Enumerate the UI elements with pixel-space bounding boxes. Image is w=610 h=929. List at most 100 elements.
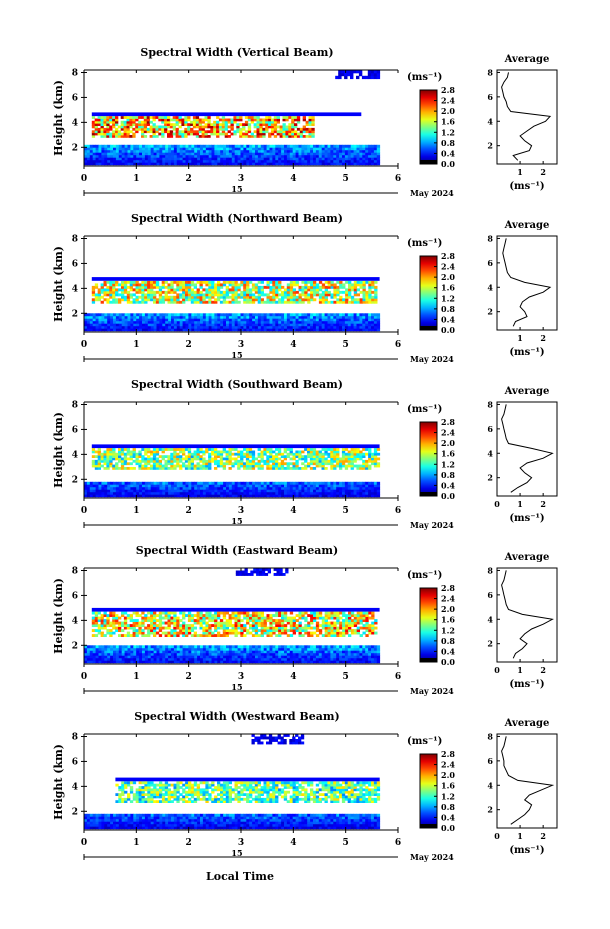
heatmap-cell — [165, 162, 169, 166]
average-profile-line — [501, 404, 554, 493]
heatmap-cell — [359, 162, 363, 166]
heatmap-cell — [86, 328, 91, 332]
heatmap-cell — [159, 481, 163, 485]
heatmap-cell — [266, 455, 270, 458]
heatmap-cell — [283, 295, 288, 299]
heatmap-cell — [339, 489, 343, 493]
heatmap-cell — [281, 285, 285, 289]
heatmap-cell — [254, 285, 259, 289]
heatmap-cell — [142, 320, 146, 324]
heatmap-cell — [278, 494, 282, 498]
heatmap-cell — [257, 315, 262, 319]
heatmap-cell — [126, 452, 130, 456]
heatmap-cell — [371, 481, 375, 485]
heatmap-cell — [217, 481, 221, 485]
heatmap-cell — [294, 130, 298, 134]
heatmap-cell — [324, 288, 328, 292]
heatmap-cell — [269, 455, 273, 458]
heatmap-cell — [330, 323, 334, 327]
heatmap-cell — [126, 626, 131, 630]
heatmap-cell — [281, 328, 285, 332]
heatmap-cell — [188, 486, 192, 490]
heatmap-cell — [333, 448, 337, 451]
heatmap-cell — [208, 288, 212, 292]
heatmap-cell — [301, 491, 305, 495]
heatmap-cell — [266, 313, 270, 317]
heatmap-cell — [299, 135, 304, 138]
heatmap-cell — [286, 295, 291, 299]
heatmap-cell — [330, 494, 334, 498]
heatmap-cell — [240, 313, 244, 317]
heatmap-cell — [234, 624, 238, 627]
heatmap-cell — [304, 285, 308, 289]
heatmap-cell — [275, 467, 279, 470]
heatmap-cell — [112, 624, 116, 627]
heatmap-cell — [313, 328, 317, 332]
heatmap-cell — [315, 481, 320, 485]
heatmap-cell — [269, 634, 273, 637]
heatmap-cell — [298, 147, 302, 151]
heatmap-cell — [182, 448, 186, 451]
heatmap-cell — [284, 320, 288, 324]
heatmap-cell — [359, 619, 363, 622]
heatmap-cell — [310, 619, 314, 622]
heatmap-cell — [91, 459, 96, 463]
heatmap-cell — [269, 313, 273, 317]
heatmap-cell — [84, 152, 88, 156]
heatmap-cell — [315, 290, 320, 294]
heatmap-cell — [196, 462, 200, 466]
heatmap-cell — [237, 611, 241, 615]
heatmap-cell — [333, 450, 337, 454]
heatmap-cell — [147, 489, 152, 493]
heatmap-cell — [162, 162, 166, 166]
heatmap-cell — [365, 484, 369, 488]
heatmap-cell — [298, 494, 302, 498]
heatmap-cell — [155, 457, 160, 461]
heatmap-cell — [159, 491, 163, 495]
heatmap-cell — [242, 123, 246, 126]
heatmap-cell — [304, 283, 308, 287]
heatmap-cell — [153, 300, 157, 304]
heatmap-cell — [246, 154, 250, 158]
heatmap-cell — [295, 313, 299, 317]
heatmap-cell — [150, 626, 154, 630]
heatmap-cell — [307, 634, 311, 637]
heatmap-cell — [205, 464, 209, 468]
heatmap-cell — [197, 323, 201, 327]
heatmap-cell — [353, 154, 357, 158]
heatmap-cell — [115, 116, 119, 119]
heatmap-cell — [289, 489, 294, 493]
heatmap-cell — [100, 614, 104, 617]
heatmap-cell — [283, 619, 288, 622]
heatmap-cell — [179, 162, 183, 166]
heatmap-cell — [246, 328, 250, 332]
heatmap-cell — [198, 123, 202, 126]
heatmap-cell — [126, 295, 131, 299]
heatmap-cell — [237, 626, 241, 630]
heatmap-cell — [133, 484, 137, 488]
heatmap-cell — [199, 459, 203, 463]
heatmap-cell — [260, 616, 264, 620]
heatmap-cell — [123, 634, 128, 637]
heatmap-cell — [353, 459, 357, 463]
heatmap-cell — [336, 147, 340, 151]
heatmap-cell — [144, 157, 149, 161]
heatmap-cell — [155, 130, 159, 134]
heatmap-cell — [165, 481, 169, 485]
heatmap-cell — [115, 467, 119, 470]
heatmap-cell — [263, 624, 267, 627]
heatmap-cell — [135, 127, 139, 131]
heatmap-cell — [139, 154, 143, 158]
heatmap-cell — [275, 457, 279, 461]
heatmap-cell — [127, 318, 131, 322]
heatmap-cell — [243, 325, 247, 329]
heatmap-cell — [115, 149, 120, 153]
heatmap-cell — [342, 298, 346, 302]
heatmap-cell — [376, 157, 381, 161]
heatmap-cell — [165, 491, 169, 495]
heatmap-cell — [260, 464, 264, 468]
heatmap-cell — [324, 325, 328, 329]
heatmap-cell — [243, 154, 247, 158]
heatmap-cell — [195, 135, 200, 138]
heatmap-cell — [374, 298, 378, 302]
